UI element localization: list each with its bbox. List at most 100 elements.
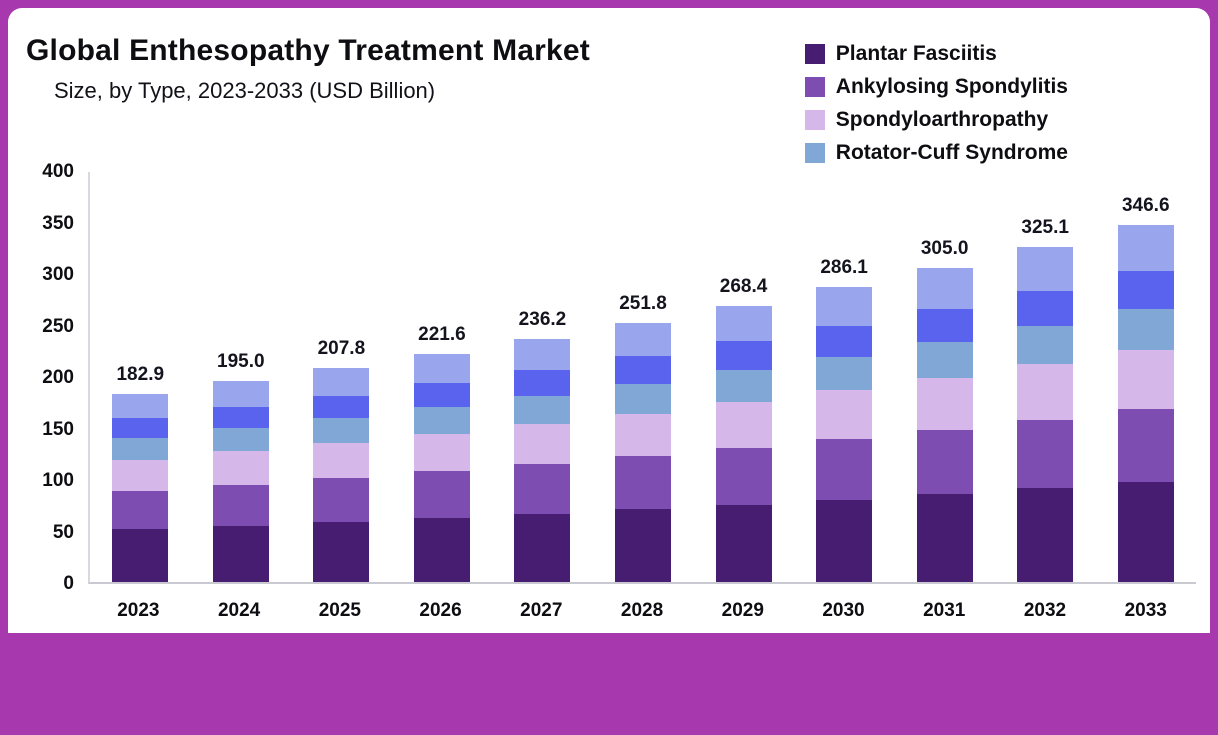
stacked-bar <box>413 353 470 582</box>
bar-total-label: 182.9 <box>116 363 165 385</box>
bar-2028: 251.8 <box>593 172 694 582</box>
stacked-bar <box>1017 247 1074 582</box>
legend-item-1: Ankylosing Spondylitis <box>804 75 1068 99</box>
x-axis-label: 2024 <box>217 600 261 621</box>
bar-segment <box>715 447 772 505</box>
bar-segment <box>413 353 470 384</box>
chart-card: Global Enthesopathy Treatment Market Siz… <box>8 8 1210 633</box>
y-axis-tick: 400 <box>42 161 74 182</box>
bar-segment <box>112 490 169 530</box>
bar-segment <box>615 383 671 414</box>
y-axis-tick: 100 <box>42 470 74 491</box>
bar-total-label: 251.8 <box>619 292 667 314</box>
x-axis-label: 2025 <box>318 600 361 621</box>
bar-segment <box>313 368 370 396</box>
bar-segment <box>514 513 571 582</box>
stacked-bar <box>615 322 671 582</box>
bar-segment <box>413 433 470 472</box>
bar-segment <box>1117 308 1174 350</box>
x-axis-label: 2026 <box>419 600 462 621</box>
x-axis-label: 2029 <box>721 600 764 621</box>
legend-item-3: Rotator-Cuff Syndrome <box>804 141 1068 165</box>
bar-segment <box>615 509 671 582</box>
bar-segment <box>1017 325 1074 365</box>
bar-segment <box>615 322 671 357</box>
stacked-bar <box>1117 225 1174 582</box>
bar-total-label: 268.4 <box>719 275 768 297</box>
bar-segment <box>212 525 269 582</box>
bar-total-label: 346.6 <box>1121 195 1170 217</box>
y-axis-tick: 0 <box>63 573 74 594</box>
bar-segment <box>615 413 671 457</box>
bar-segment <box>816 356 873 391</box>
bar-segment <box>916 429 973 495</box>
bar-2026: 221.6 <box>392 172 493 582</box>
legend-swatch <box>804 77 825 97</box>
bar-segment <box>1117 271 1174 309</box>
legend-label: Spondyloarthropathy <box>835 108 1049 131</box>
bar-2032: 325.1 <box>995 172 1096 582</box>
bar-2024: 195.0 <box>191 172 292 582</box>
bar-2030: 286.1 <box>794 172 895 582</box>
bar-segment <box>514 423 571 465</box>
bar-total-label: 207.8 <box>317 337 366 359</box>
bar-total-label: 305.0 <box>920 237 969 259</box>
bar-total-label: 286.1 <box>820 257 868 279</box>
chart-title: Global Enthesopathy Treatment Market <box>26 34 590 67</box>
x-axis-labels: 2023 2024 2025 2026 2027 2028 2029 2030 2031 2032… <box>88 584 1196 622</box>
x-axis-label: 2023 <box>117 600 160 621</box>
y-axis-tick: 300 <box>42 264 74 285</box>
bar-segment <box>514 370 571 396</box>
bar-segment <box>916 494 973 582</box>
legend-swatch <box>804 44 825 64</box>
stacked-bar <box>112 393 169 582</box>
bar-segment <box>615 356 671 384</box>
legend-label: Plantar Fasciitis <box>835 42 997 65</box>
bar-segment <box>816 439 873 500</box>
bar-segment <box>212 428 269 452</box>
bar-segment <box>112 437 169 460</box>
chart-subtitle: Size, by Type, 2023-2033 (USD Billion) <box>54 78 436 103</box>
bar-segment <box>212 407 269 429</box>
bar-segment <box>1017 364 1074 420</box>
bar-segment <box>514 395 571 424</box>
bar-segment <box>212 451 269 485</box>
chart-body: 0 50 100 150 200 250 300 350 400 182.9 195.0 207.8… <box>18 161 1196 594</box>
bar-segment <box>1117 349 1174 409</box>
bar-segment <box>514 464 571 514</box>
bar-segment <box>112 418 169 438</box>
stacked-bar <box>715 305 772 582</box>
bar-segment <box>816 390 873 440</box>
bar-segment <box>413 407 470 434</box>
x-axis-label: 2031 <box>923 600 966 621</box>
bar-segment <box>715 341 772 371</box>
bar-segment <box>916 308 973 342</box>
bar-2027: 236.2 <box>492 172 593 582</box>
stacked-bar <box>916 267 973 582</box>
x-axis-label: 2030 <box>822 600 865 621</box>
bar-total-label: 221.6 <box>418 323 466 345</box>
x-axis-label: 2032 <box>1023 600 1067 621</box>
legend-swatch <box>804 143 825 163</box>
bar-segment <box>916 377 973 430</box>
bar-segment <box>313 418 370 443</box>
bar-segment <box>816 287 873 326</box>
x-axis-label: 2027 <box>520 600 563 621</box>
bar-segment <box>1017 419 1074 489</box>
x-axis-label: 2028 <box>620 600 664 621</box>
x-axis-label: 2033 <box>1124 600 1167 621</box>
bar-segment <box>313 395 370 419</box>
bar-segment <box>916 267 973 309</box>
bar-segment <box>112 459 169 491</box>
bar-segment <box>1017 247 1074 291</box>
bar-segment <box>715 402 772 448</box>
y-axis-tick: 50 <box>52 521 74 543</box>
bar-segment <box>816 325 873 357</box>
bar-segment <box>413 383 470 408</box>
bar-segment <box>514 338 571 371</box>
y-axis-tick: 150 <box>42 418 74 440</box>
bar-segment <box>313 522 370 582</box>
bar-segment <box>1117 482 1174 582</box>
bar-segment <box>916 341 973 378</box>
bar-segment <box>112 393 169 419</box>
